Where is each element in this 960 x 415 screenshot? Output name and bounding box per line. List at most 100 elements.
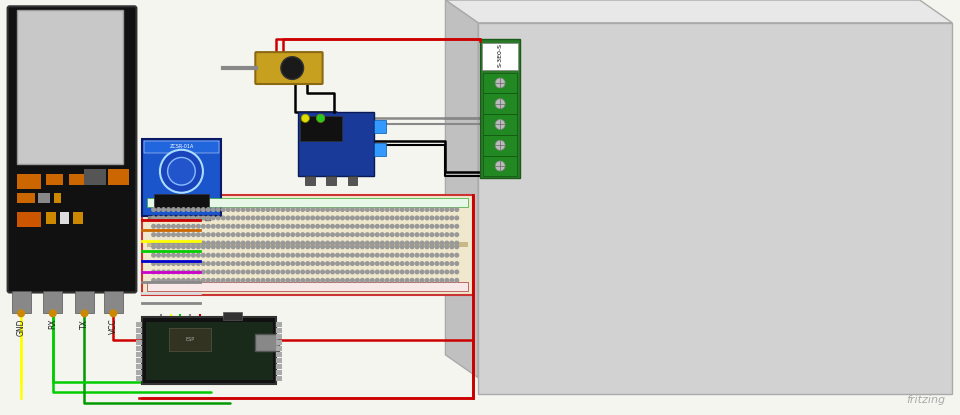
Circle shape — [186, 254, 190, 257]
Circle shape — [291, 270, 295, 274]
Circle shape — [172, 216, 176, 220]
Bar — [142, 195, 473, 295]
Circle shape — [206, 208, 210, 211]
Circle shape — [321, 245, 324, 249]
Circle shape — [276, 278, 279, 282]
Circle shape — [375, 270, 379, 274]
Circle shape — [321, 254, 324, 257]
Circle shape — [167, 262, 170, 265]
Circle shape — [495, 140, 505, 150]
Circle shape — [256, 254, 260, 257]
Circle shape — [271, 278, 275, 282]
Circle shape — [216, 225, 220, 228]
Circle shape — [336, 208, 339, 211]
Circle shape — [281, 241, 284, 245]
Circle shape — [321, 241, 324, 245]
Circle shape — [321, 270, 324, 274]
Circle shape — [177, 270, 180, 274]
Circle shape — [331, 262, 334, 265]
Circle shape — [371, 216, 374, 220]
Circle shape — [192, 225, 195, 228]
Circle shape — [391, 225, 394, 228]
Circle shape — [156, 245, 160, 249]
Circle shape — [325, 233, 329, 237]
Circle shape — [241, 254, 245, 257]
Circle shape — [306, 262, 309, 265]
Circle shape — [371, 278, 374, 282]
Circle shape — [261, 245, 265, 249]
Bar — [478, 23, 952, 394]
Circle shape — [346, 216, 349, 220]
Circle shape — [435, 278, 439, 282]
Bar — [196, 216, 202, 221]
Bar — [276, 376, 282, 381]
Circle shape — [197, 233, 200, 237]
Circle shape — [152, 270, 156, 274]
Circle shape — [281, 245, 284, 249]
Circle shape — [227, 208, 230, 211]
Circle shape — [311, 241, 315, 245]
Circle shape — [186, 262, 190, 265]
Circle shape — [341, 270, 345, 274]
Circle shape — [281, 208, 284, 211]
Circle shape — [371, 262, 374, 265]
Circle shape — [416, 262, 419, 265]
Circle shape — [346, 233, 349, 237]
Circle shape — [316, 233, 320, 237]
Bar — [482, 43, 518, 70]
Circle shape — [206, 254, 210, 257]
Circle shape — [405, 254, 409, 257]
Circle shape — [450, 241, 454, 245]
Circle shape — [271, 254, 275, 257]
Circle shape — [450, 262, 454, 265]
Bar — [326, 176, 336, 185]
Circle shape — [400, 233, 404, 237]
Circle shape — [450, 278, 454, 282]
Circle shape — [371, 208, 374, 211]
Circle shape — [300, 225, 304, 228]
Circle shape — [495, 99, 505, 109]
Circle shape — [300, 270, 304, 274]
Circle shape — [252, 241, 254, 245]
Circle shape — [445, 225, 448, 228]
Circle shape — [331, 254, 334, 257]
Circle shape — [256, 216, 260, 220]
Circle shape — [306, 278, 309, 282]
Circle shape — [271, 270, 275, 274]
Circle shape — [346, 241, 349, 245]
Bar — [186, 216, 192, 221]
Circle shape — [350, 270, 354, 274]
Text: GND: GND — [16, 319, 26, 336]
Circle shape — [206, 225, 210, 228]
Circle shape — [380, 225, 384, 228]
Circle shape — [256, 208, 260, 211]
Circle shape — [266, 216, 270, 220]
Circle shape — [336, 241, 339, 245]
Bar — [104, 290, 123, 313]
Bar — [147, 198, 468, 208]
Circle shape — [311, 270, 315, 274]
Bar — [136, 322, 142, 327]
Circle shape — [161, 270, 165, 274]
Circle shape — [445, 233, 448, 237]
Circle shape — [186, 241, 190, 245]
Circle shape — [440, 216, 444, 220]
Circle shape — [167, 245, 170, 249]
Circle shape — [252, 254, 254, 257]
Circle shape — [206, 233, 210, 237]
Circle shape — [271, 245, 275, 249]
Circle shape — [161, 216, 165, 220]
Circle shape — [420, 278, 423, 282]
Circle shape — [425, 254, 429, 257]
Circle shape — [425, 245, 429, 249]
Circle shape — [192, 233, 195, 237]
Circle shape — [231, 245, 235, 249]
Circle shape — [350, 233, 354, 237]
Circle shape — [152, 254, 156, 257]
Circle shape — [316, 254, 320, 257]
Circle shape — [216, 270, 220, 274]
Circle shape — [181, 225, 185, 228]
Circle shape — [192, 278, 195, 282]
Circle shape — [410, 278, 414, 282]
Circle shape — [206, 245, 210, 249]
